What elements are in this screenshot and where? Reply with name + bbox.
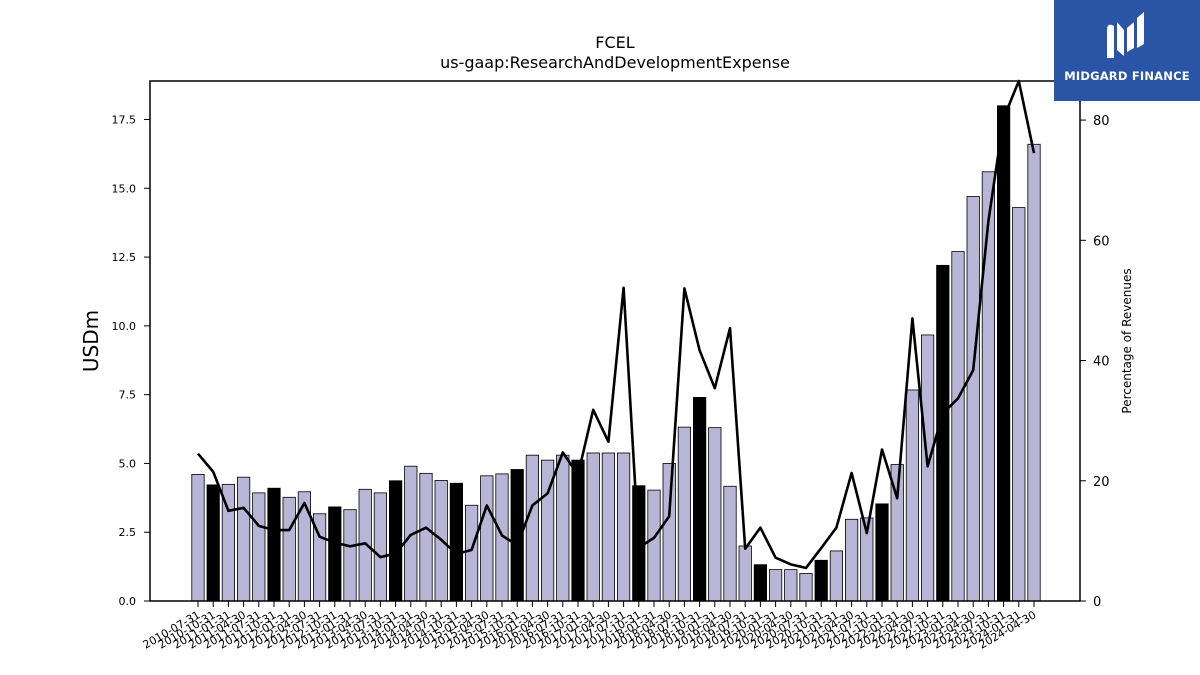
bar	[966, 196, 980, 602]
midgard-finance-logo: MIDGARD FINANCE	[1054, 0, 1200, 101]
bar	[556, 454, 570, 602]
bar	[388, 480, 403, 602]
y-tick-label: 7.5	[119, 389, 137, 402]
chart-title: FCEL	[595, 33, 634, 52]
bar	[662, 463, 676, 602]
logo-text: MIDGARD FINANCE	[1064, 69, 1190, 83]
y2-tick-label: 60	[1093, 234, 1110, 249]
bar	[875, 503, 889, 602]
bar	[236, 476, 251, 602]
y-axis-left: 0.0 2.5 5.0 7.5 10.0 12.5 15.0 17.5	[112, 114, 150, 608]
y-tick-label: 12.5	[112, 251, 137, 264]
plot-frame	[149, 80, 1081, 602]
bar	[753, 564, 768, 602]
y2-tick-label: 0	[1093, 595, 1101, 610]
y2-tick-label: 40	[1093, 355, 1110, 370]
y-tick-label: 15.0	[112, 182, 137, 195]
bar	[784, 569, 798, 602]
bar	[601, 452, 616, 602]
y2-tick-label: 20	[1093, 475, 1110, 490]
bar	[723, 485, 737, 602]
bar	[677, 426, 692, 602]
bar	[1027, 143, 1041, 602]
bar	[617, 452, 631, 602]
y-axis-label: USDm	[79, 310, 103, 372]
bar	[252, 492, 266, 602]
bar	[829, 550, 844, 602]
bar	[586, 452, 600, 602]
bar	[282, 496, 296, 602]
y2-tick-label: 80	[1093, 114, 1110, 129]
bar	[647, 489, 661, 602]
bar	[328, 506, 342, 602]
y-tick-label: 2.5	[119, 526, 137, 539]
x-axis: 2010-07-312010-10-312011-01-312011-04-30…	[141, 601, 1039, 652]
bar	[814, 559, 828, 602]
bar	[1012, 207, 1026, 602]
bar	[905, 389, 920, 602]
chart-subtitle: us-gaap:ResearchAndDevelopmentExpense	[440, 53, 790, 72]
y-tick-label: 17.5	[112, 114, 137, 127]
y-tick-label: 0.0	[119, 595, 137, 608]
y-tick-label: 5.0	[119, 457, 137, 470]
bar	[951, 251, 965, 602]
bar	[191, 474, 205, 602]
bar	[738, 545, 752, 602]
bar	[480, 475, 494, 602]
bar	[373, 492, 388, 602]
y2-axis-label: Percentage of Revenues	[1120, 268, 1134, 413]
bar	[449, 482, 464, 602]
bar	[799, 573, 813, 602]
line-series	[197, 79, 1036, 570]
bar	[921, 334, 935, 602]
bar	[419, 472, 433, 602]
y-axis-right: 0 20 40 60 80	[1080, 114, 1110, 610]
bar	[845, 518, 859, 602]
bar	[206, 484, 220, 602]
percentage-line	[197, 79, 1036, 570]
midgard-logo-icon	[1107, 12, 1144, 59]
bar	[769, 569, 783, 602]
y-tick-label: 10.0	[112, 320, 137, 333]
bar	[981, 171, 996, 602]
bar	[464, 504, 479, 602]
bar	[571, 459, 585, 602]
bar	[267, 487, 281, 602]
bar	[708, 427, 722, 602]
bar	[525, 454, 540, 602]
bar	[693, 396, 707, 602]
bar	[997, 105, 1011, 602]
bar	[343, 509, 357, 602]
